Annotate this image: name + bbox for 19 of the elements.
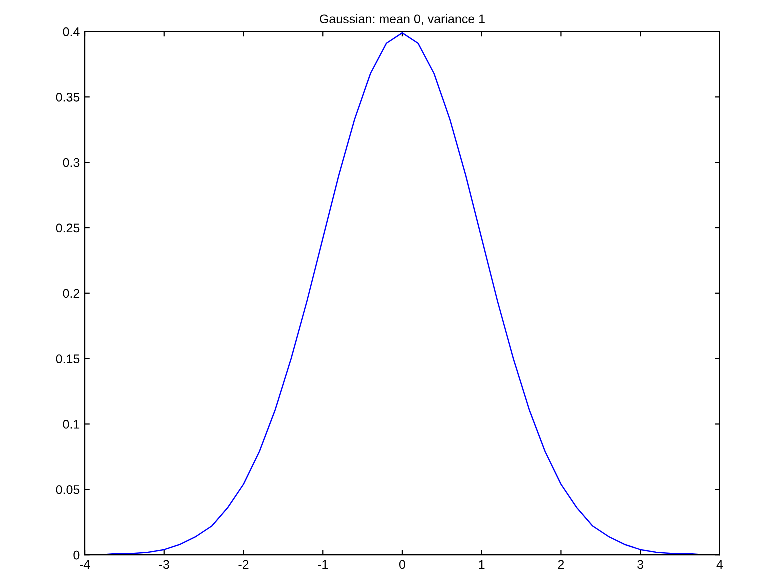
chart-title: Gaussian: mean 0, variance 1 — [320, 14, 485, 26]
y-tick-label: 0.35 — [56, 92, 80, 102]
y-tick-label: 0.25 — [56, 224, 80, 233]
x-tick-label: -2 — [238, 560, 249, 569]
y-tick-label: 0 — [74, 550, 80, 560]
x-tick-label: 0 — [399, 560, 406, 570]
y-tick-label: 0.4 — [63, 28, 80, 36]
x-tick-label: -3 — [159, 560, 170, 570]
y-tick-label: 0.15 — [56, 354, 80, 364]
x-tick-label: 2 — [558, 560, 564, 569]
y-tick-label: 0.05 — [56, 485, 80, 494]
y-tick-label: 0.3 — [63, 158, 80, 168]
x-tick-label: -1 — [318, 560, 328, 569]
x-tick-label: 1 — [479, 560, 485, 569]
y-tick-label: 0.2 — [63, 289, 80, 298]
x-tick-label: 3 — [638, 560, 644, 570]
x-tick-label: -4 — [80, 560, 90, 569]
x-tick-label: 4 — [716, 560, 724, 569]
y-tick-label: 0.1 — [63, 420, 80, 429]
